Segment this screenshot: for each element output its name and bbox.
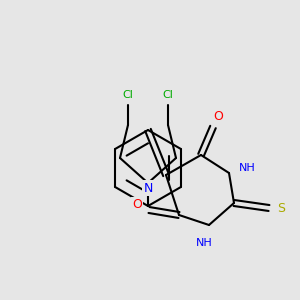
Text: N: N: [143, 182, 153, 194]
Text: Cl: Cl: [163, 90, 173, 100]
Text: O: O: [132, 199, 142, 212]
Text: NH: NH: [238, 163, 255, 173]
Text: NH: NH: [196, 238, 212, 248]
Text: Cl: Cl: [123, 90, 134, 100]
Text: S: S: [277, 202, 285, 214]
Text: O: O: [213, 110, 223, 124]
